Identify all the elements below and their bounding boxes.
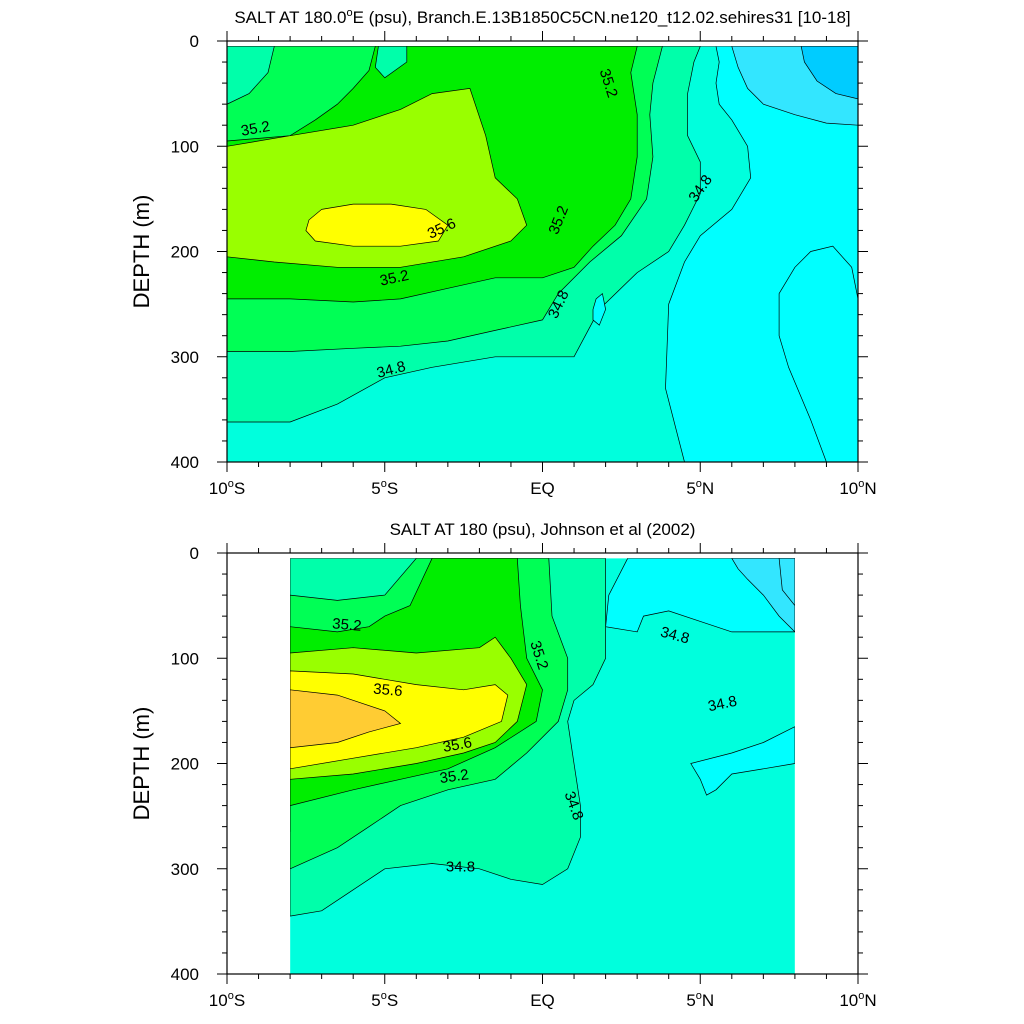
chart-title: SALT AT 180.0oE (psu), Branch.E.13B1850C… <box>234 7 850 27</box>
x-tick-label: 5oN <box>686 478 714 498</box>
axis-ticks <box>217 31 868 472</box>
contour-label-text: 35.2 <box>378 267 410 290</box>
contour-label: 34.8 <box>375 358 408 382</box>
contour-label-text: 35.6 <box>373 681 404 700</box>
contour-label: 35.2 <box>240 118 272 140</box>
contour-34-4-region-2 <box>800 46 858 100</box>
contour-35-8-region-7 <box>305 203 449 247</box>
y-axis-label: DEPTH (m) <box>129 707 154 821</box>
y-tick-label: 200 <box>171 243 199 262</box>
contour-label: 35.6 <box>442 734 474 756</box>
y-tick-label: 400 <box>171 965 199 984</box>
contour-35-6-region-6 <box>227 88 528 268</box>
chart-title: SALT AT 180 (psu), Johnson et al (2002) <box>390 520 696 539</box>
contour-label-text: 34.8 <box>706 693 738 716</box>
contour-34-6-region-1 <box>731 558 795 633</box>
x-tick-label: 10oN <box>839 478 876 498</box>
contour-label: 35.6 <box>373 681 404 700</box>
contour-label: 35.2 <box>439 766 470 787</box>
chart-panel-2: 35.235.234.835.634.835.635.234.834.810oS… <box>129 520 877 1010</box>
contour-label-text: 35.2 <box>332 615 363 634</box>
y-axis-label: DEPTH (m) <box>129 195 154 309</box>
contour-label: 34.8 <box>706 693 738 716</box>
contour-fills <box>290 558 795 974</box>
contour-34-8-region-10 <box>592 292 606 326</box>
contour-35-8-region-8 <box>290 670 509 770</box>
x-tick-label: EQ <box>530 479 555 498</box>
contour-34-4-region-2 <box>778 558 795 607</box>
x-tick-label: 10oN <box>839 990 876 1010</box>
x-tick-label: 10oS <box>209 478 245 498</box>
x-tick-label: 5oN <box>686 990 714 1010</box>
contour-label: 35.2 <box>332 615 363 634</box>
contour-label-text: 34.8 <box>375 358 408 382</box>
y-tick-label: 300 <box>171 860 199 879</box>
x-tick-label: 10oS <box>209 990 245 1010</box>
y-tick-label: 100 <box>171 649 199 668</box>
y-tick-label: 0 <box>190 544 199 563</box>
contour-36-region-9 <box>290 689 402 749</box>
y-tick-label: 0 <box>190 32 199 51</box>
contour-35-2-region-9 <box>374 46 408 79</box>
contour-label: 34.8 <box>659 624 692 648</box>
x-tick-label: 5oS <box>371 990 398 1010</box>
contour-label: 34.8 <box>446 859 475 876</box>
y-tick-label: 400 <box>171 453 199 472</box>
contour-35-2-region-8 <box>227 46 275 105</box>
y-tick-label: 200 <box>171 755 199 774</box>
contour-fills <box>227 46 858 462</box>
contour-34-8-region-3 <box>690 726 795 796</box>
contour-label-text: 35.2 <box>240 118 272 140</box>
contour-label-text: 34.8 <box>659 624 692 648</box>
contour-label: 35.2 <box>378 267 410 290</box>
y-tick-label: 100 <box>171 137 199 156</box>
contour-label-text: 34.8 <box>446 859 475 876</box>
x-tick-label: EQ <box>530 991 555 1010</box>
y-tick-label: 300 <box>171 348 199 367</box>
contour-34-8-region-11 <box>778 245 858 462</box>
x-tick-label: 5oS <box>371 478 398 498</box>
axis-ticks <box>217 543 868 984</box>
contour-label-text: 35.2 <box>439 766 470 787</box>
contour-label-text: 35.6 <box>442 734 474 756</box>
